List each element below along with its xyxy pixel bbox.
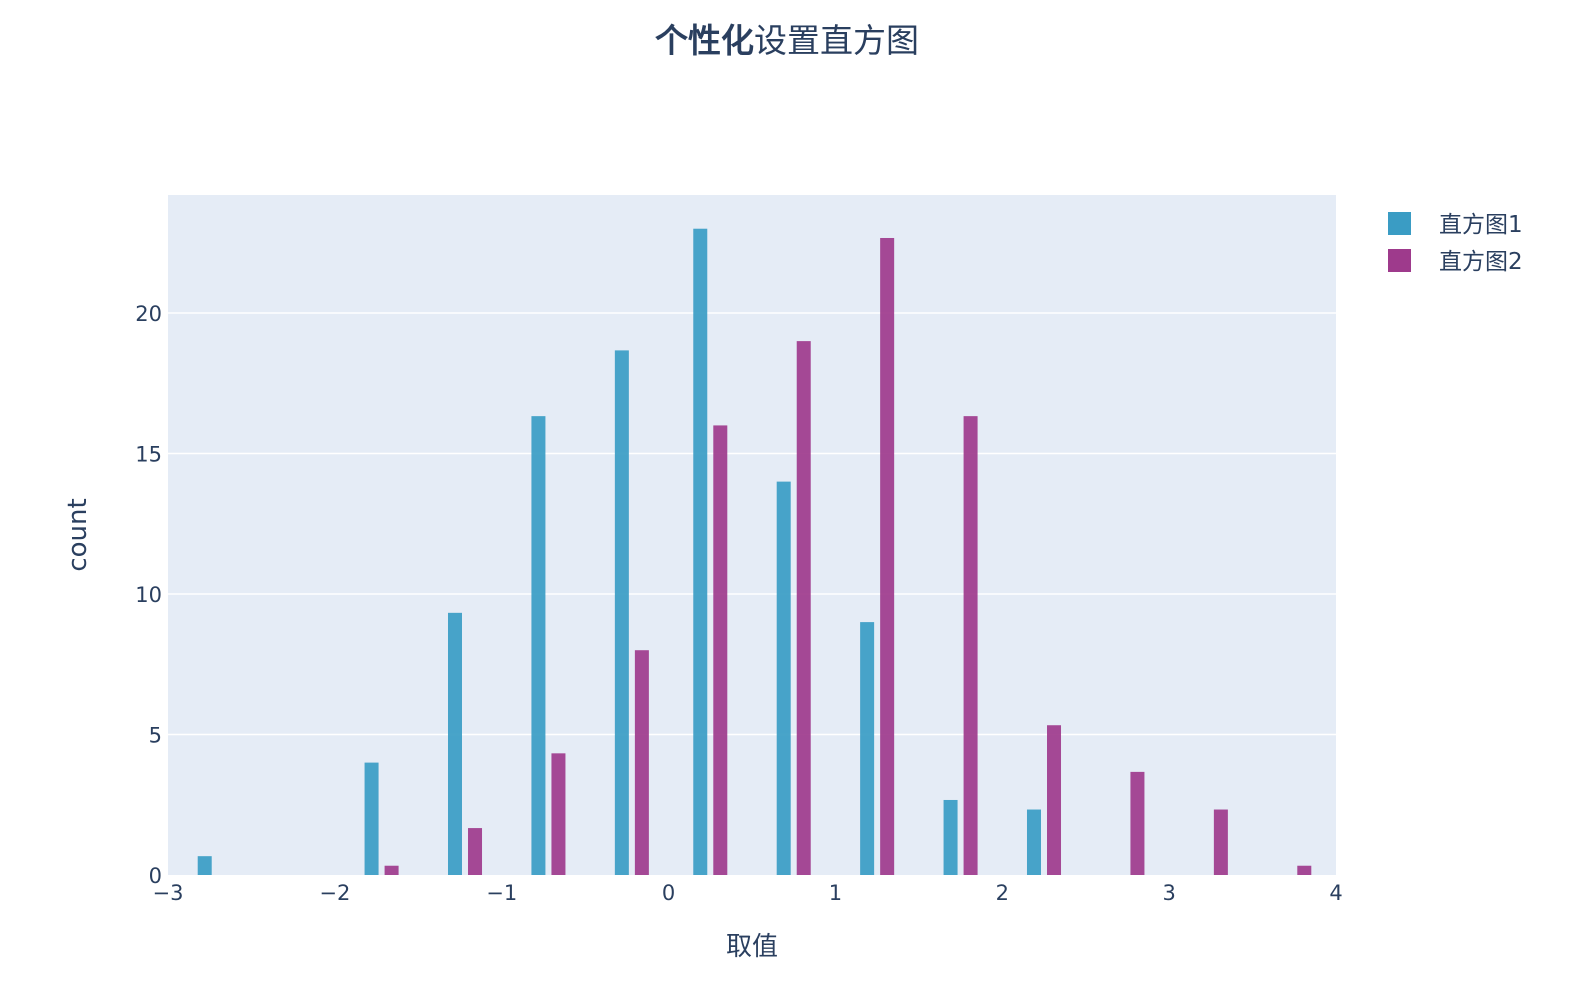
bar-series-1[interactable] (364, 762, 379, 875)
bar-series-2[interactable] (634, 650, 649, 875)
plot-background (168, 195, 1336, 875)
bar-series-1[interactable] (776, 481, 791, 875)
bar-series-1[interactable] (447, 612, 462, 875)
legend-label-series-2: 直方图2 (1439, 249, 1523, 275)
y-axis-ticks: 0 5 10 15 20 (135, 302, 162, 888)
x-tick-label: 0 (662, 881, 675, 905)
x-axis-ticks: −3 −2 −1 0 1 2 3 4 (153, 881, 1343, 905)
y-tick-label: 20 (135, 302, 162, 326)
x-tick-label: 4 (1329, 881, 1342, 905)
y-tick-label: 15 (135, 443, 162, 467)
y-tick-label: 0 (149, 864, 162, 888)
bar-series-1[interactable] (197, 856, 212, 875)
bar-series-1[interactable] (860, 622, 875, 875)
bar-series-2[interactable] (796, 341, 811, 875)
x-tick-label: −1 (486, 881, 517, 905)
x-tick-label: 1 (829, 881, 842, 905)
legend-item-series-2[interactable]: 直方图2 (1388, 249, 1523, 275)
x-tick-label: 2 (996, 881, 1009, 905)
bar-series-2[interactable] (713, 425, 728, 875)
bar-series-1[interactable] (614, 350, 629, 875)
legend-swatch-series-1 (1388, 212, 1411, 235)
bar-series-2[interactable] (468, 828, 483, 875)
y-tick-label: 5 (149, 724, 162, 748)
bar-series-2[interactable] (1130, 771, 1145, 875)
x-tick-label: −2 (319, 881, 350, 905)
bars (197, 228, 1312, 876)
chart-title-bold: 个性化 (655, 21, 754, 60)
bar-series-2[interactable] (551, 753, 566, 875)
legend-label-series-1: 直方图1 (1439, 212, 1523, 238)
bar-series-1[interactable] (531, 416, 546, 875)
bar-series-2[interactable] (1213, 809, 1228, 875)
y-tick-label: 10 (135, 583, 162, 607)
y-axis-label: count (63, 498, 93, 571)
legend: 直方图1 直方图2 (1388, 212, 1523, 275)
bar-series-2[interactable] (880, 237, 895, 876)
bar-series-1[interactable] (1026, 809, 1041, 875)
bar-series-2[interactable] (1297, 865, 1312, 875)
bar-series-1[interactable] (693, 228, 708, 876)
gridlines (168, 312, 1336, 736)
chart-title: 个性化设置直方图 (655, 21, 919, 60)
legend-item-series-1[interactable]: 直方图1 (1388, 212, 1523, 238)
chart-title-rest: 设置直方图 (754, 21, 919, 60)
bar-series-2[interactable] (1047, 725, 1062, 875)
x-tick-label: −3 (153, 881, 184, 905)
legend-swatch-series-2 (1388, 249, 1411, 272)
bar-series-2[interactable] (963, 416, 978, 875)
x-axis-label: 取值 (726, 932, 778, 962)
bar-series-2[interactable] (384, 865, 399, 875)
bar-series-1[interactable] (943, 799, 958, 875)
x-tick-label: 3 (1162, 881, 1175, 905)
